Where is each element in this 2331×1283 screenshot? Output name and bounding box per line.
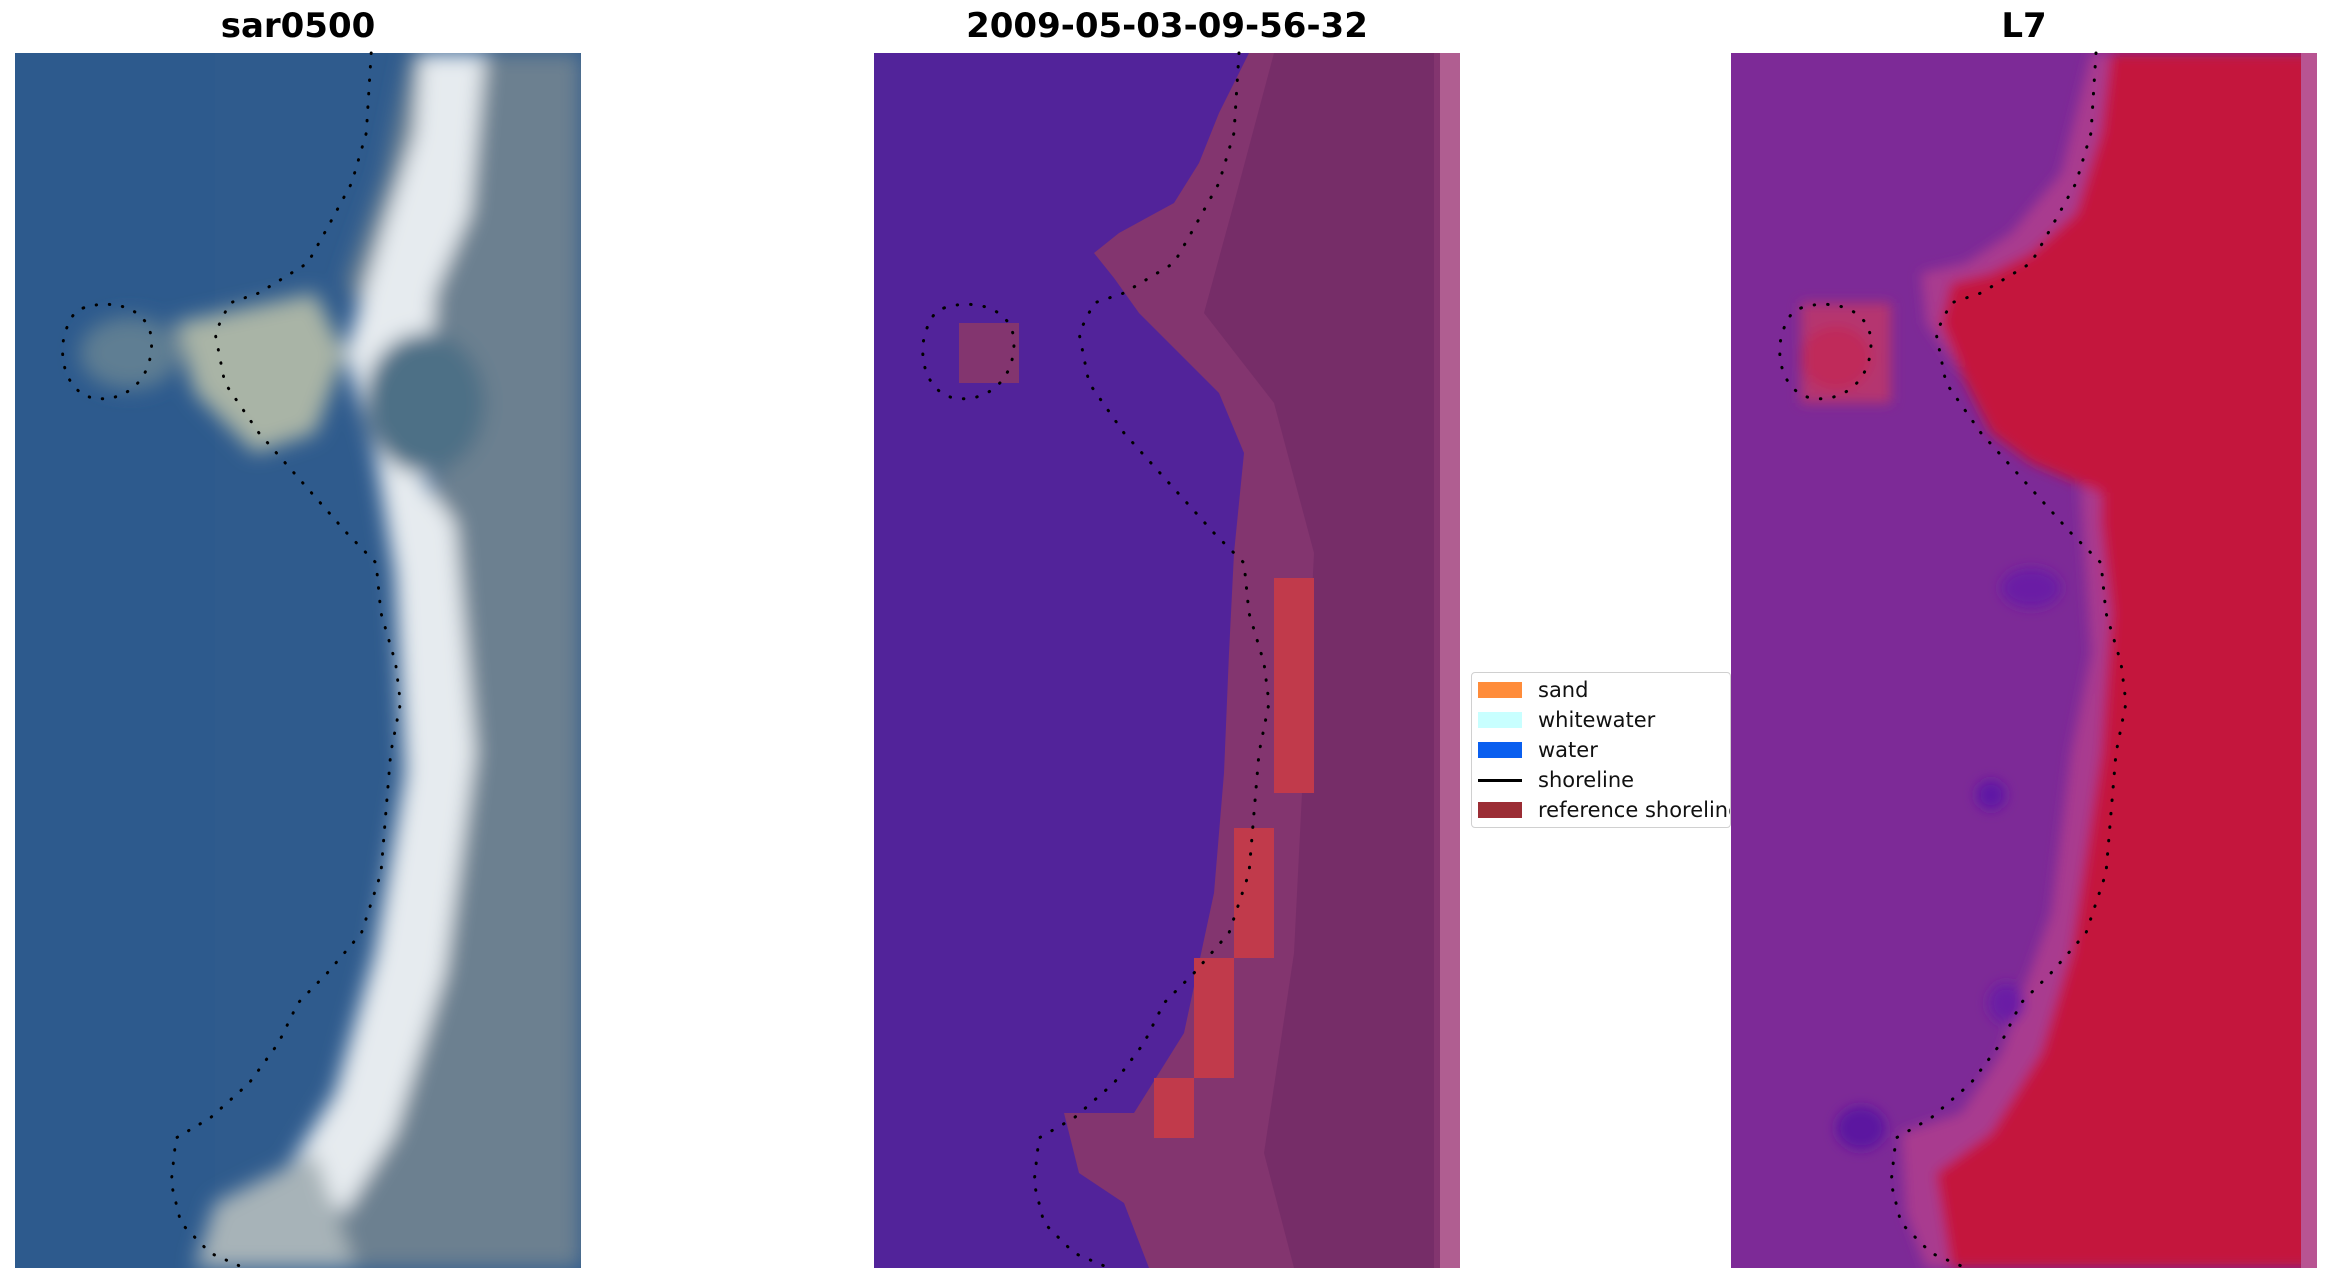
classified-image — [874, 53, 1460, 1268]
reference-shoreline-swatch — [1478, 802, 1522, 818]
legend-item-shoreline: shoreline — [1478, 767, 1634, 793]
panel-title-sar0500: sar0500 — [220, 6, 376, 46]
legend-label-shoreline: shoreline — [1538, 768, 1635, 792]
index-image — [1731, 53, 2317, 1268]
legend-label-sand: sand — [1538, 678, 1589, 702]
legend-item-sand: sand — [1478, 677, 1588, 703]
panel-title-l7: L7 — [2001, 6, 2047, 46]
shoreline-line-swatch — [1478, 778, 1522, 782]
index-image-panel — [1731, 53, 2317, 1268]
water-swatch — [1478, 742, 1522, 758]
legend-label-whitewater: whitewater — [1538, 708, 1656, 732]
legend-label-water: water — [1538, 738, 1598, 762]
rgb-image — [15, 53, 581, 1268]
legend-item-whitewater: whitewater — [1478, 707, 1655, 733]
legend-label-reference-shoreline: reference shoreline — [1538, 798, 1731, 822]
legend-item-water: water — [1478, 737, 1598, 763]
panel-title-date: 2009-05-03-09-56-32 — [966, 6, 1368, 46]
whitewater-swatch — [1478, 712, 1522, 728]
sand-swatch — [1478, 682, 1522, 698]
rgb-image-panel — [15, 53, 581, 1268]
classified-image-panel — [874, 53, 1460, 1268]
legend: sand whitewater water shoreline referenc… — [1471, 672, 1731, 828]
legend-item-reference-shoreline: reference shoreline — [1478, 797, 1731, 823]
